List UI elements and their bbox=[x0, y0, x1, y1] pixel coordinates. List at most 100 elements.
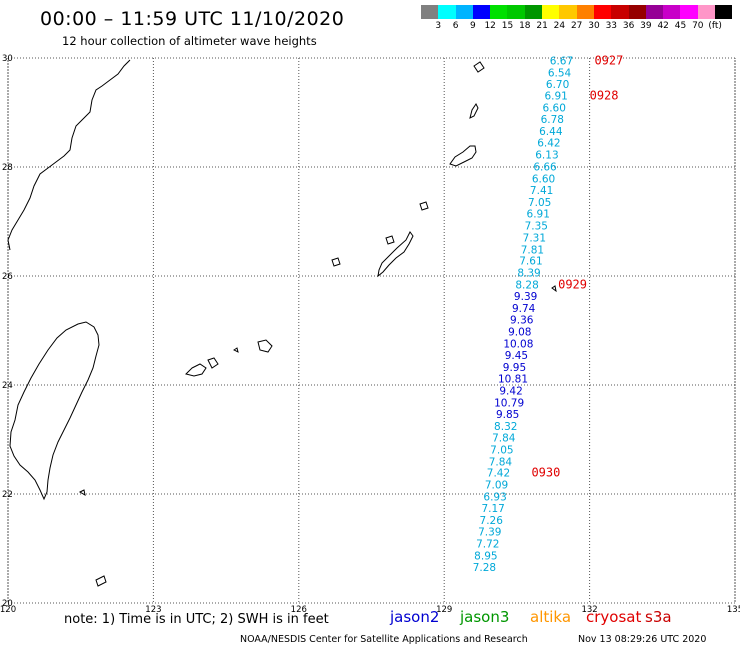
legend-swatches bbox=[421, 5, 733, 19]
miyako-coastline bbox=[257, 339, 273, 353]
wave-height-value: 10.08 bbox=[503, 339, 533, 351]
legend-swatch bbox=[628, 5, 646, 19]
lon-tick-label: 132 bbox=[581, 605, 597, 615]
lat-lon-grid bbox=[7, 57, 736, 604]
wave-height-value: 9.39 bbox=[514, 291, 537, 303]
wave-height-value: 9.08 bbox=[508, 327, 531, 339]
lat-tick-label: 30 bbox=[2, 54, 13, 64]
wave-height-value: 7.81 bbox=[521, 244, 544, 256]
wave-height-value: 6.93 bbox=[483, 492, 506, 504]
wave-height-value: 7.17 bbox=[481, 503, 504, 515]
wave-height-value: 8.95 bbox=[474, 551, 497, 563]
legend-label: 39 bbox=[640, 21, 652, 31]
lat-tick-label: 20 bbox=[2, 599, 13, 609]
daito-islet bbox=[551, 285, 557, 293]
wave-height-value: 6.13 bbox=[535, 149, 558, 161]
legend-swatch bbox=[542, 5, 560, 19]
okinawa-coastline bbox=[377, 231, 414, 278]
iriomote-coastline bbox=[207, 357, 219, 369]
wave-height-value: 7.72 bbox=[476, 539, 499, 551]
legend-swatch bbox=[490, 5, 508, 19]
map-subtitle: 12 hour collection of altimeter wave hei… bbox=[62, 34, 317, 48]
legend-label: 70 bbox=[692, 21, 704, 31]
wave-height-value: 6.67 bbox=[550, 56, 573, 68]
japan-coastline bbox=[7, 59, 131, 251]
wave-height-value: 9.45 bbox=[505, 350, 528, 362]
legend-swatch bbox=[421, 5, 439, 19]
satellite-label-cryosat: cryosat bbox=[586, 608, 642, 626]
wave-height-value: 10.81 bbox=[498, 373, 528, 385]
axis-ticks: 120 123 126 129 132 135 20 22 24 26 28 30 bbox=[0, 54, 740, 615]
lon-tick-label: 123 bbox=[145, 605, 161, 615]
wave-height-value: 10.79 bbox=[494, 397, 524, 409]
wave-height-value: 9.95 bbox=[503, 362, 526, 374]
satellite-label-jason2: jason2 bbox=[390, 608, 440, 626]
date-labels: 0927 0928 0929 0930 bbox=[531, 54, 623, 480]
legend-label: 6 bbox=[452, 21, 459, 31]
wave-height-value: 7.09 bbox=[485, 480, 508, 492]
satellite-label-altika: altika bbox=[530, 608, 572, 626]
wave-height-value: 7.84 bbox=[492, 432, 516, 444]
legend-swatch bbox=[645, 5, 664, 19]
legend-label: 3 bbox=[435, 21, 442, 31]
wave-height-value: 7.41 bbox=[530, 185, 553, 197]
lat-tick-label: 24 bbox=[2, 381, 13, 391]
date-label: 0930 bbox=[531, 466, 560, 480]
legend-label: 21 bbox=[536, 21, 548, 31]
wave-height-value: 6.70 bbox=[546, 79, 569, 91]
wave-height-value: 6.44 bbox=[539, 126, 563, 138]
wave-height-value: 6.54 bbox=[548, 68, 572, 80]
legend-label: 18 bbox=[519, 21, 531, 31]
wave-height-value: 7.35 bbox=[525, 220, 548, 232]
legend-label: 45 bbox=[674, 21, 687, 31]
wave-height-value: 8.28 bbox=[515, 280, 538, 292]
wave-height-value: 7.05 bbox=[528, 197, 551, 209]
legend-swatch bbox=[455, 5, 473, 19]
legend-label: 9 bbox=[470, 21, 476, 31]
wave-height-value: 6.91 bbox=[544, 91, 567, 103]
color-legend: 3 6 9 12 15 18 21 24 27 30 33 36 39 42 45 70 (ft) bbox=[421, 5, 733, 33]
legend-label: 24 bbox=[553, 21, 566, 31]
satellite-label-s3a: s3a bbox=[645, 608, 672, 626]
wave-height-value: 8.32 bbox=[494, 421, 517, 433]
ishigaki-coastline bbox=[185, 363, 207, 377]
legend-swatch bbox=[507, 5, 525, 19]
yakushima-coastline bbox=[473, 61, 485, 73]
lon-tick-label: 126 bbox=[291, 605, 307, 615]
legend-swatch bbox=[524, 5, 543, 19]
legend-swatch bbox=[663, 5, 681, 19]
wave-height-value: 6.78 bbox=[541, 114, 564, 126]
date-label: 0929 bbox=[558, 278, 587, 292]
legend-label: (ft) bbox=[708, 21, 722, 31]
map-frame bbox=[7, 57, 736, 604]
legend-label: 27 bbox=[570, 21, 583, 31]
wave-height-value: 9.85 bbox=[496, 409, 519, 421]
wave-height-value: 6.91 bbox=[527, 208, 550, 220]
wave-height-values: 6.676.546.706.916.606.786.446.426.136.66… bbox=[473, 56, 573, 574]
legend-swatch bbox=[472, 5, 491, 19]
legend-label: 42 bbox=[657, 21, 669, 31]
wave-height-value: 7.28 bbox=[473, 562, 496, 574]
lon-tick-label: 120 bbox=[0, 605, 16, 615]
lon-tick-label: 135 bbox=[727, 605, 740, 615]
legend-swatch bbox=[680, 5, 698, 19]
legend-label: 36 bbox=[622, 21, 635, 31]
legend-label: 15 bbox=[501, 21, 514, 31]
yaeyama-islet bbox=[233, 347, 239, 353]
wave-height-value: 7.26 bbox=[480, 515, 504, 527]
map-title: 00:00 – 11:59 UTC 11/10/2020 bbox=[40, 8, 345, 30]
date-label: 0927 bbox=[594, 54, 623, 68]
wave-height-value: 9.42 bbox=[499, 385, 522, 397]
taiwan-coastline bbox=[9, 321, 100, 501]
wave-height-value: 9.74 bbox=[512, 303, 536, 315]
wave-height-value: 7.84 bbox=[489, 456, 513, 468]
legend-swatch bbox=[438, 5, 456, 19]
wave-height-value: 7.39 bbox=[478, 527, 501, 539]
wave-height-value: 9.36 bbox=[510, 315, 534, 327]
generated-timestamp: Nov 13 08:29:26 UTC 2020 bbox=[578, 634, 707, 645]
lat-tick-label: 28 bbox=[2, 163, 13, 173]
lon-tick-label: 129 bbox=[436, 605, 452, 615]
wave-height-value: 7.31 bbox=[523, 232, 546, 244]
legend-swatch bbox=[715, 5, 733, 19]
